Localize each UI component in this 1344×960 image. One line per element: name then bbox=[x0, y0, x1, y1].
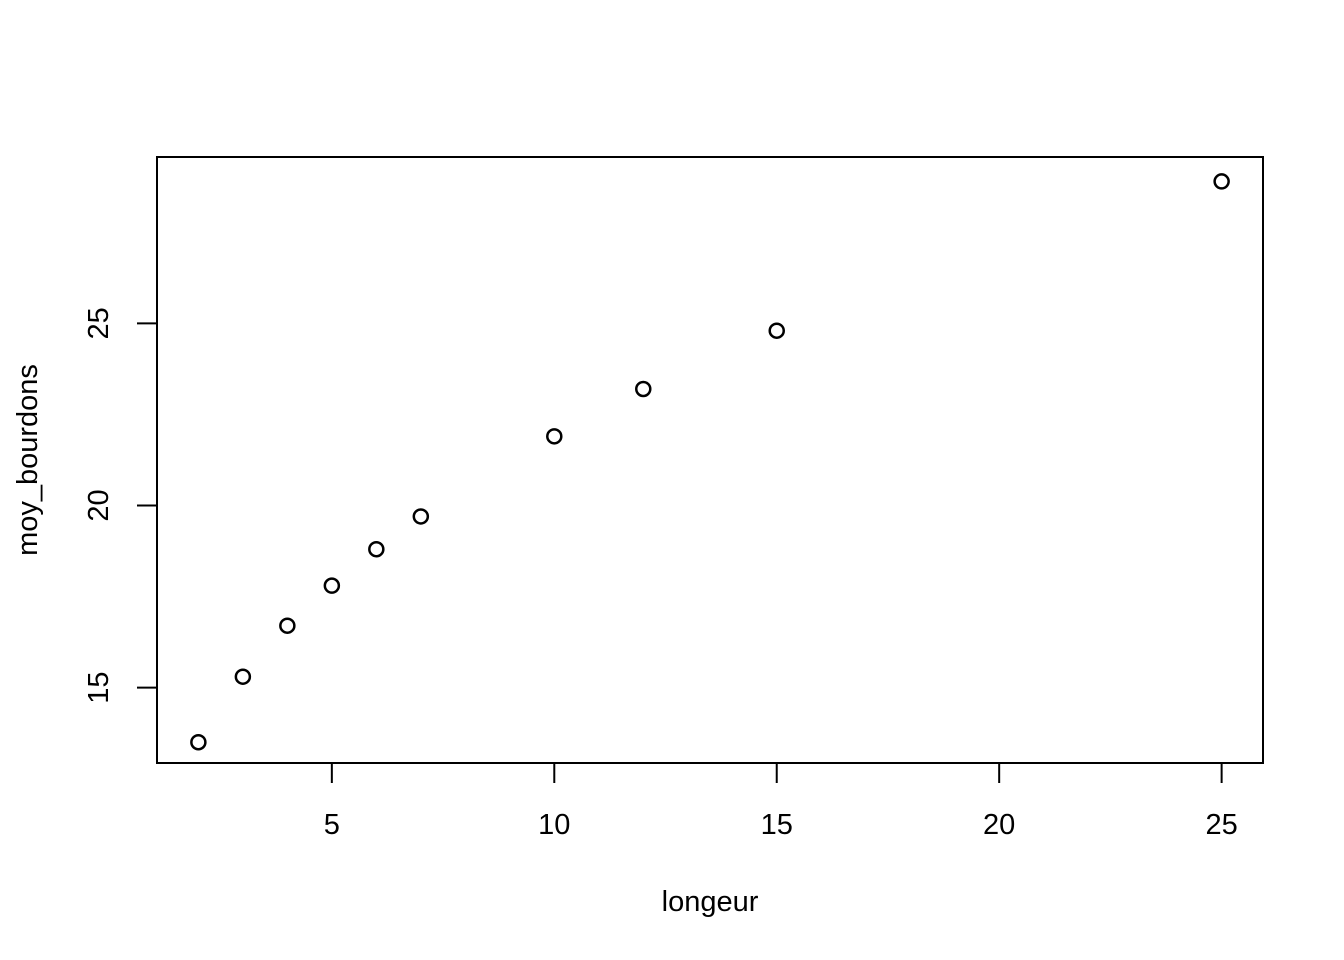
data-point bbox=[1213, 173, 1230, 190]
data-point bbox=[323, 577, 341, 594]
y-tick-label: 20 bbox=[83, 489, 115, 521]
data-points bbox=[190, 173, 1230, 751]
data-point bbox=[635, 380, 652, 398]
data-point bbox=[190, 733, 207, 751]
x-axis-label: longeur bbox=[662, 886, 759, 918]
y-axis-label: moy_bourdons bbox=[12, 364, 44, 556]
plot-frame bbox=[156, 156, 1264, 764]
x-tick-label: 10 bbox=[538, 809, 570, 841]
x-tick-label: 5 bbox=[324, 809, 340, 841]
x-axis: 5 10 15 20 25 bbox=[324, 762, 1238, 841]
data-point bbox=[412, 508, 430, 525]
y-tick-label: 15 bbox=[83, 671, 115, 703]
data-point bbox=[234, 668, 252, 685]
data-point bbox=[279, 617, 296, 634]
x-tick-label: 25 bbox=[1205, 809, 1237, 841]
y-axis: 15 20 25 bbox=[83, 307, 158, 704]
data-point bbox=[368, 540, 385, 558]
data-point bbox=[768, 322, 785, 339]
x-tick-label: 20 bbox=[983, 809, 1015, 841]
x-tick-label: 15 bbox=[761, 809, 793, 841]
data-point bbox=[546, 428, 563, 445]
y-tick-label: 25 bbox=[83, 307, 115, 339]
